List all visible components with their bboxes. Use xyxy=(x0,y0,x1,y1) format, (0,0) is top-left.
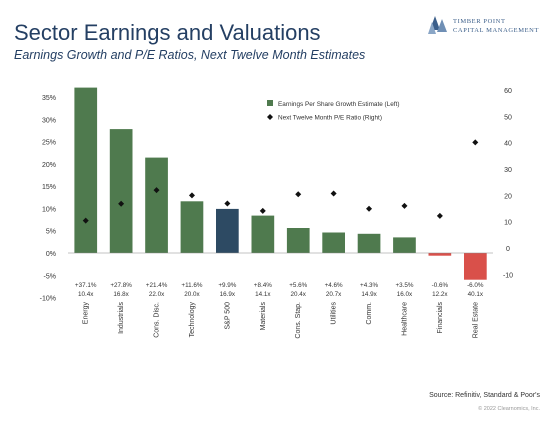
category-label: Real Estate xyxy=(472,302,479,338)
source-note: Source: Refinitiv, Standard & Poor's xyxy=(429,392,540,399)
category-label: Energy xyxy=(83,302,90,325)
pe-marker xyxy=(436,212,443,219)
pe-data-label: 20.7x xyxy=(326,291,342,298)
pe-data-label: 14.1x xyxy=(255,291,271,298)
right-axis-tick-label: 60 xyxy=(504,88,512,95)
bar xyxy=(357,233,381,253)
bar xyxy=(180,201,204,253)
copyright-note: © 2022 Clearnomics, Inc. xyxy=(478,406,540,412)
growth-data-label: +4.3% xyxy=(360,282,378,289)
right-axis-tick-label: 0 xyxy=(506,246,510,253)
pe-marker xyxy=(366,205,373,212)
legend-bar-label: Earnings Per Share Growth Estimate (Left… xyxy=(278,101,399,108)
growth-data-label: -6.0% xyxy=(467,282,484,289)
pe-marker xyxy=(224,200,231,207)
pe-data-label: 16.9x xyxy=(220,291,236,298)
left-axis-tick-label: 5% xyxy=(46,229,56,236)
left-axis-tick-label: 0% xyxy=(46,251,56,258)
pe-data-label: 12.2x xyxy=(432,291,448,298)
logo-line-2: CAPITAL MANAGEMENT xyxy=(453,27,540,34)
category-label: S&P 500 xyxy=(224,302,231,330)
left-axis-tick-label: 35% xyxy=(42,95,56,102)
growth-data-label: +4.6% xyxy=(325,282,343,289)
category-label: Comm. xyxy=(366,302,373,325)
category-label: Technology xyxy=(189,302,196,338)
right-axis-tick-label: -10 xyxy=(503,272,513,279)
left-axis-tick-label: 30% xyxy=(42,117,56,124)
pe-marker xyxy=(330,190,337,197)
right-axis-tick-label: 40 xyxy=(504,141,512,148)
bar xyxy=(74,87,98,253)
growth-data-label: +5.6% xyxy=(289,282,307,289)
left-axis-tick-label: 25% xyxy=(42,140,56,147)
bar xyxy=(393,237,416,253)
logo-line-1: TIMBER POINT xyxy=(453,18,506,25)
pe-data-label: 10.4x xyxy=(78,291,94,298)
category-label: Materials xyxy=(260,302,267,331)
pe-data-label: 20.0x xyxy=(184,291,200,298)
category-label: Healthcare xyxy=(401,302,408,336)
pe-marker xyxy=(259,207,266,214)
chart-subtitle: Earnings Growth and P/E Ratios, Next Twe… xyxy=(14,48,366,62)
pe-data-label: 16.8x xyxy=(113,291,129,298)
category-label: Cons. Disc. xyxy=(154,302,161,338)
category-label: Utilities xyxy=(331,302,338,325)
bar xyxy=(145,157,168,253)
pe-data-label: 16.0x xyxy=(397,291,413,298)
company-logo: TIMBER POINT CAPITAL MANAGEMENT xyxy=(425,10,555,42)
chart-title: Sector Earnings and Valuations xyxy=(14,20,321,45)
pe-marker xyxy=(401,202,408,209)
bar xyxy=(428,253,452,256)
pe-data-label: 40.1x xyxy=(468,291,484,298)
category-label: Industrials xyxy=(118,302,125,334)
category-label: Cons. Stap. xyxy=(295,302,302,339)
growth-data-label: +27.8% xyxy=(110,282,132,289)
bar xyxy=(251,215,275,253)
bar xyxy=(286,228,310,253)
right-axis-tick-label: 10 xyxy=(504,220,512,227)
pe-marker xyxy=(82,217,89,224)
pe-marker xyxy=(188,192,195,199)
pe-data-label: 22.0x xyxy=(149,291,165,298)
left-axis-tick-label: 20% xyxy=(42,162,56,169)
growth-data-label: +11.6% xyxy=(181,282,202,289)
pe-marker xyxy=(118,200,125,207)
growth-data-label: +37.1% xyxy=(75,282,97,289)
right-axis-tick-label: 20 xyxy=(504,193,512,200)
tree-logo-icon xyxy=(428,16,447,34)
left-axis-tick-label: 10% xyxy=(42,206,56,213)
legend-bar-swatch xyxy=(267,100,273,106)
pe-data-label: 14.9x xyxy=(361,291,377,298)
bar xyxy=(216,208,239,253)
growth-data-label: +3.5% xyxy=(395,282,413,289)
pe-data-label: 20.4x xyxy=(291,291,307,298)
pe-marker xyxy=(153,187,160,194)
growth-data-label: -0.6% xyxy=(432,282,449,289)
pe-marker xyxy=(295,191,302,198)
left-axis-tick-label: -5% xyxy=(44,273,56,280)
pe-marker xyxy=(472,139,479,146)
right-axis-tick-label: 50 xyxy=(504,114,512,121)
bar xyxy=(322,232,345,253)
growth-data-label: +8.4% xyxy=(254,282,272,289)
growth-data-label: +9.9% xyxy=(218,282,236,289)
bar xyxy=(464,253,487,280)
left-axis-tick-label: 15% xyxy=(42,184,56,191)
legend-marker-label: Next Twelve Month P/E Ratio (Right) xyxy=(278,115,382,122)
category-label: Financials xyxy=(437,302,444,334)
growth-data-label: +21.4% xyxy=(146,282,168,289)
bar xyxy=(109,129,133,253)
left-axis-tick-label: -10% xyxy=(40,296,56,303)
legend-marker-swatch xyxy=(267,114,273,120)
right-axis-tick-label: 30 xyxy=(504,167,512,174)
